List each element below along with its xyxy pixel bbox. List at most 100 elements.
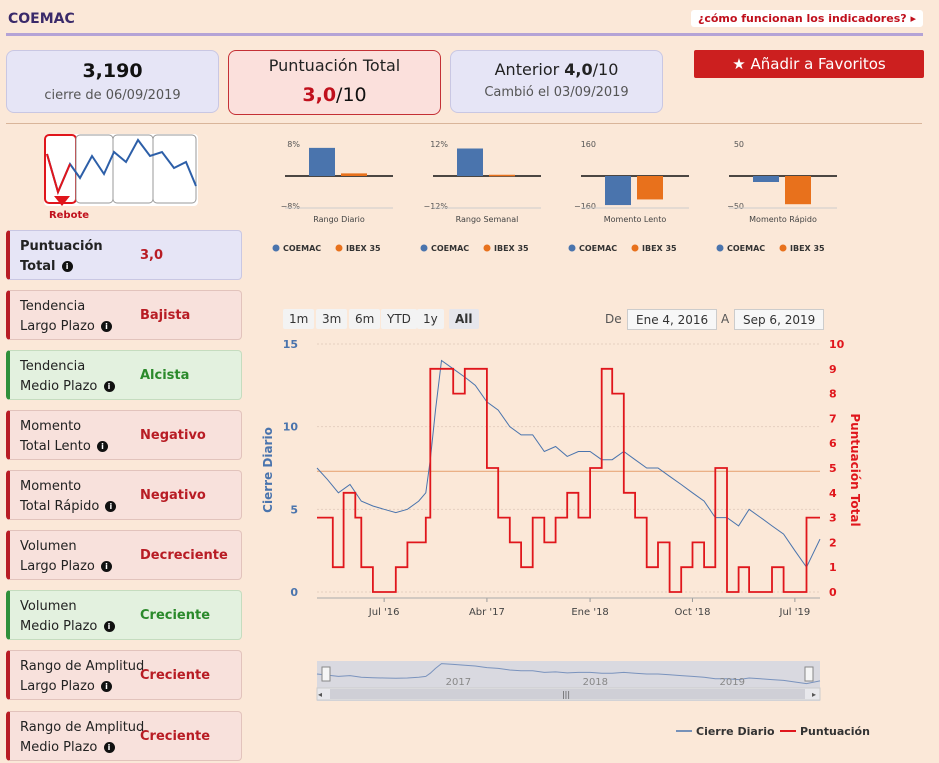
- range-6m-button[interactable]: 6m: [349, 309, 381, 329]
- legend-dot-ibex: [335, 244, 343, 252]
- indicator-volume-medium[interactable]: Volumen Medio Plazo i Creciente: [6, 590, 242, 640]
- previous-change-date: Cambió el 03/09/2019: [484, 85, 629, 100]
- range-1m-button[interactable]: 1m: [283, 309, 315, 329]
- navigator-handle-left[interactable]: [321, 666, 331, 682]
- mini-chart-svg: 8% −8% Rango Diario COEMAC IBEX 35: [272, 140, 393, 253]
- indicator-value: 3,0: [140, 248, 164, 263]
- legend-dot-coemac: [568, 244, 576, 252]
- indicator-label: Tendencia Largo Plazo i: [20, 297, 112, 337]
- info-icon[interactable]: i: [103, 381, 115, 392]
- navigator-scroll-thumb[interactable]: [330, 689, 805, 699]
- divider: [6, 123, 922, 124]
- bar-coemac: [605, 176, 631, 206]
- info-icon[interactable]: i: [103, 621, 115, 632]
- indicator-momentum-slow[interactable]: Momento Total Lento i Negativo: [6, 410, 242, 460]
- indicator-label: Tendencia Medio Plazo i: [20, 357, 115, 397]
- bar-ibex: [785, 176, 811, 205]
- info-icon[interactable]: i: [96, 441, 108, 452]
- indicator-label-1: Momento: [20, 419, 82, 434]
- indicator-label-1: Rango de Amplitud: [20, 659, 145, 674]
- legend-close[interactable]: Cierre Diario: [696, 725, 775, 738]
- rebound-pattern-icon: [44, 134, 197, 206]
- navigator-scrollbar[interactable]: [316, 687, 821, 701]
- indicator-label-2: Largo Plazo: [20, 319, 95, 334]
- indicator-volume-long[interactable]: Volumen Largo Plazo i Decreciente: [6, 530, 242, 580]
- top-bar: COEMAC ¿cómo funcionan los indicadores? …: [6, 8, 923, 36]
- indicator-label: Momento Total Rápido i: [20, 477, 117, 517]
- indicator-label-1: Momento: [20, 479, 82, 494]
- indicator-value: Decreciente: [140, 548, 228, 563]
- series-score-line: [317, 367, 820, 593]
- how-indicators-link[interactable]: ¿cómo funcionan los indicadores? ▸: [690, 10, 923, 27]
- bar-ibex: [489, 174, 515, 177]
- indicator-value: Creciente: [140, 668, 211, 683]
- indicator-range-long[interactable]: Rango de Amplitud Largo Plazo i Creciente: [6, 650, 242, 700]
- indicator-label-2: Total Lento: [20, 439, 91, 454]
- indicator-total-score[interactable]: Puntuación Total i 3,0: [6, 230, 242, 280]
- info-icon[interactable]: i: [101, 681, 112, 692]
- y2-tick-label: 10: [829, 338, 845, 351]
- score-value: 3,0: [302, 84, 337, 106]
- how-indicators-label: ¿cómo funcionan los indicadores?: [697, 12, 907, 25]
- indicator-label-1: Tendencia: [20, 299, 86, 314]
- mini-chart-label: Momento Rápido: [749, 215, 817, 224]
- series-close-line: [316, 359, 821, 569]
- mini-chart-svg: 50 −50 Momento Rápido COEMAC IBEX 35: [716, 140, 837, 253]
- scroll-right-icon[interactable]: ▸: [812, 690, 816, 699]
- range-3m-button[interactable]: 3m: [316, 309, 348, 329]
- bar-ibex: [637, 176, 663, 200]
- range-ytd-button[interactable]: YTD: [381, 309, 417, 329]
- indicator-trend-medium[interactable]: Tendencia Medio Plazo i Alcista: [6, 350, 242, 400]
- info-icon[interactable]: i: [101, 321, 112, 332]
- indicator-label-1: Rango de Amplitud: [20, 720, 145, 735]
- info-icon[interactable]: i: [103, 742, 115, 753]
- info-icon[interactable]: i: [105, 501, 117, 512]
- y-tick-label: 15: [283, 338, 298, 351]
- mini-chart-svg: 160 −160 Momento Lento COEMAC IBEX 35: [568, 140, 689, 253]
- bar-coemac: [309, 147, 335, 176]
- indicator-momentum-fast[interactable]: Momento Total Rápido i Negativo: [6, 470, 242, 520]
- navigator-year-label: 2017: [446, 677, 471, 688]
- y2-tick-label: 1: [829, 561, 837, 574]
- previous-suffix: /10: [592, 60, 619, 79]
- navigator-labels: 2017 2018 2019: [446, 677, 745, 688]
- mini-chart-label: Rango Semanal: [456, 215, 519, 224]
- date-from-label: De: [605, 312, 622, 326]
- range-1y-button[interactable]: 1y: [417, 309, 444, 329]
- add-favorites-button[interactable]: ★ Añadir a Favoritos: [694, 50, 924, 78]
- indicator-label-2: Largo Plazo: [20, 559, 95, 574]
- y2-tick-label: 2: [829, 536, 837, 549]
- date-from-input[interactable]: Ene 4, 2016: [627, 309, 718, 330]
- y2-tick-label: 4: [829, 487, 837, 500]
- mini-chart-fast-momentum: 50 −50 Momento Rápido COEMAC IBEX 35: [699, 138, 839, 258]
- date-to-input[interactable]: Sep 6, 2019: [734, 309, 825, 330]
- indicator-label: Momento Total Lento i: [20, 417, 108, 457]
- navigator-area: [317, 661, 820, 701]
- y-axis-title: Cierre Diario: [261, 427, 275, 513]
- date-to-label: A: [721, 312, 730, 326]
- legend-score[interactable]: Puntuación: [800, 725, 870, 738]
- price-date: cierre de 06/09/2019: [44, 88, 181, 103]
- legend-ibex: IBEX 35: [642, 244, 677, 253]
- indicator-range-medium[interactable]: Rango de Amplitud Medio Plazo i Creciente: [6, 711, 242, 761]
- indicator-label-2: Total Rápido: [20, 499, 100, 514]
- info-icon[interactable]: i: [61, 261, 73, 272]
- scroll-left-icon[interactable]: ◂: [318, 690, 322, 699]
- range-all-button[interactable]: All: [449, 309, 479, 329]
- info-icon[interactable]: i: [101, 561, 112, 572]
- ticker-title: COEMAC: [8, 11, 75, 27]
- mini-chart-weekly-range: 12% −12% Rango Semanal COEMAC IBEX 35: [403, 138, 543, 258]
- tick-top: 50: [734, 140, 744, 149]
- y-tick-label: 0: [290, 586, 298, 599]
- previous-prefix: Anterior: [494, 60, 560, 79]
- indicator-label-2: Medio Plazo: [20, 379, 98, 394]
- y2-tick-label: 8: [829, 388, 837, 401]
- navigator-handle-right[interactable]: [804, 666, 814, 682]
- navigator-year-label: 2018: [583, 677, 608, 688]
- indicator-label: Volumen Medio Plazo i: [20, 597, 115, 637]
- indicator-value: Negativo: [140, 428, 206, 443]
- indicator-label-2: Medio Plazo: [20, 740, 98, 755]
- mini-chart-svg: 12% −12% Rango Semanal COEMAC IBEX 35: [420, 140, 541, 253]
- indicator-value: Creciente: [140, 608, 211, 623]
- indicator-trend-long[interactable]: Tendencia Largo Plazo i Bajista: [6, 290, 242, 340]
